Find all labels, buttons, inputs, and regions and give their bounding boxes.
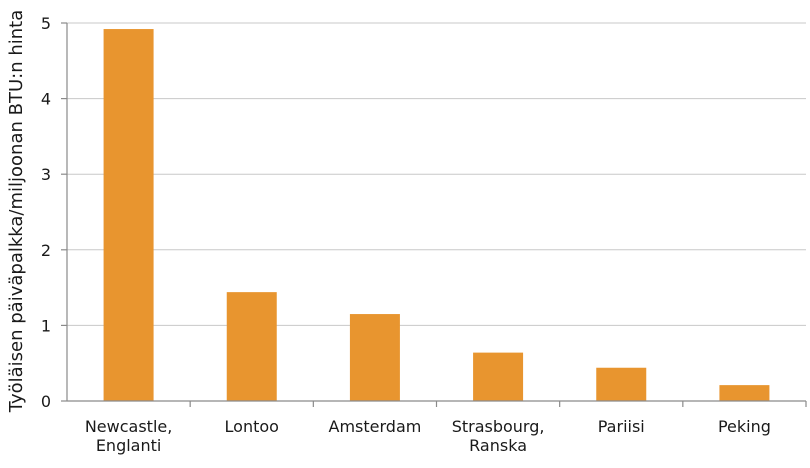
y-tick-label: 2 xyxy=(41,241,51,260)
axes xyxy=(61,22,807,407)
x-tick-labels: Newcastle, Englanti Lontoo Amsterdam Strasbo… xyxy=(85,417,771,455)
bar xyxy=(719,385,770,401)
bar xyxy=(473,352,524,401)
x-tick-label: Lontoo xyxy=(225,417,279,436)
x-tick-label-line: Pariisi xyxy=(598,417,645,436)
bars xyxy=(103,29,770,401)
y-axis-label: Työläisen päiväpalkka/miljoonan BTU:n hi… xyxy=(6,10,27,413)
x-tick-label-line: Amsterdam xyxy=(329,417,422,436)
bar xyxy=(596,367,647,401)
bar xyxy=(103,29,154,401)
x-tick-label: Amsterdam xyxy=(329,417,422,436)
y-tick-label: 3 xyxy=(41,165,51,184)
x-tick-label-line: Newcastle, xyxy=(85,417,172,436)
y-tick-label: 4 xyxy=(41,90,51,109)
x-tick-label-line: Strasbourg, xyxy=(452,417,545,436)
y-tick-label: 1 xyxy=(41,316,51,335)
y-tick-label: 5 xyxy=(41,14,51,33)
x-tick-label-line: Ranska xyxy=(469,436,527,455)
y-tick-label: 0 xyxy=(41,392,51,411)
gridlines xyxy=(67,22,806,326)
x-tick-label: Pariisi xyxy=(598,417,645,436)
x-tick-label: Strasbourg, Ranska xyxy=(452,417,545,455)
y-tick-labels: 0 1 2 3 4 5 xyxy=(41,14,51,411)
x-tick-label-line: Englanti xyxy=(96,436,162,455)
x-tick-label: Peking xyxy=(718,417,771,436)
bar xyxy=(226,292,277,401)
x-tick-label-line: Lontoo xyxy=(225,417,279,436)
x-tick-label: Newcastle, Englanti xyxy=(85,417,172,455)
x-tick-label-line: Peking xyxy=(718,417,771,436)
bar xyxy=(349,314,400,401)
